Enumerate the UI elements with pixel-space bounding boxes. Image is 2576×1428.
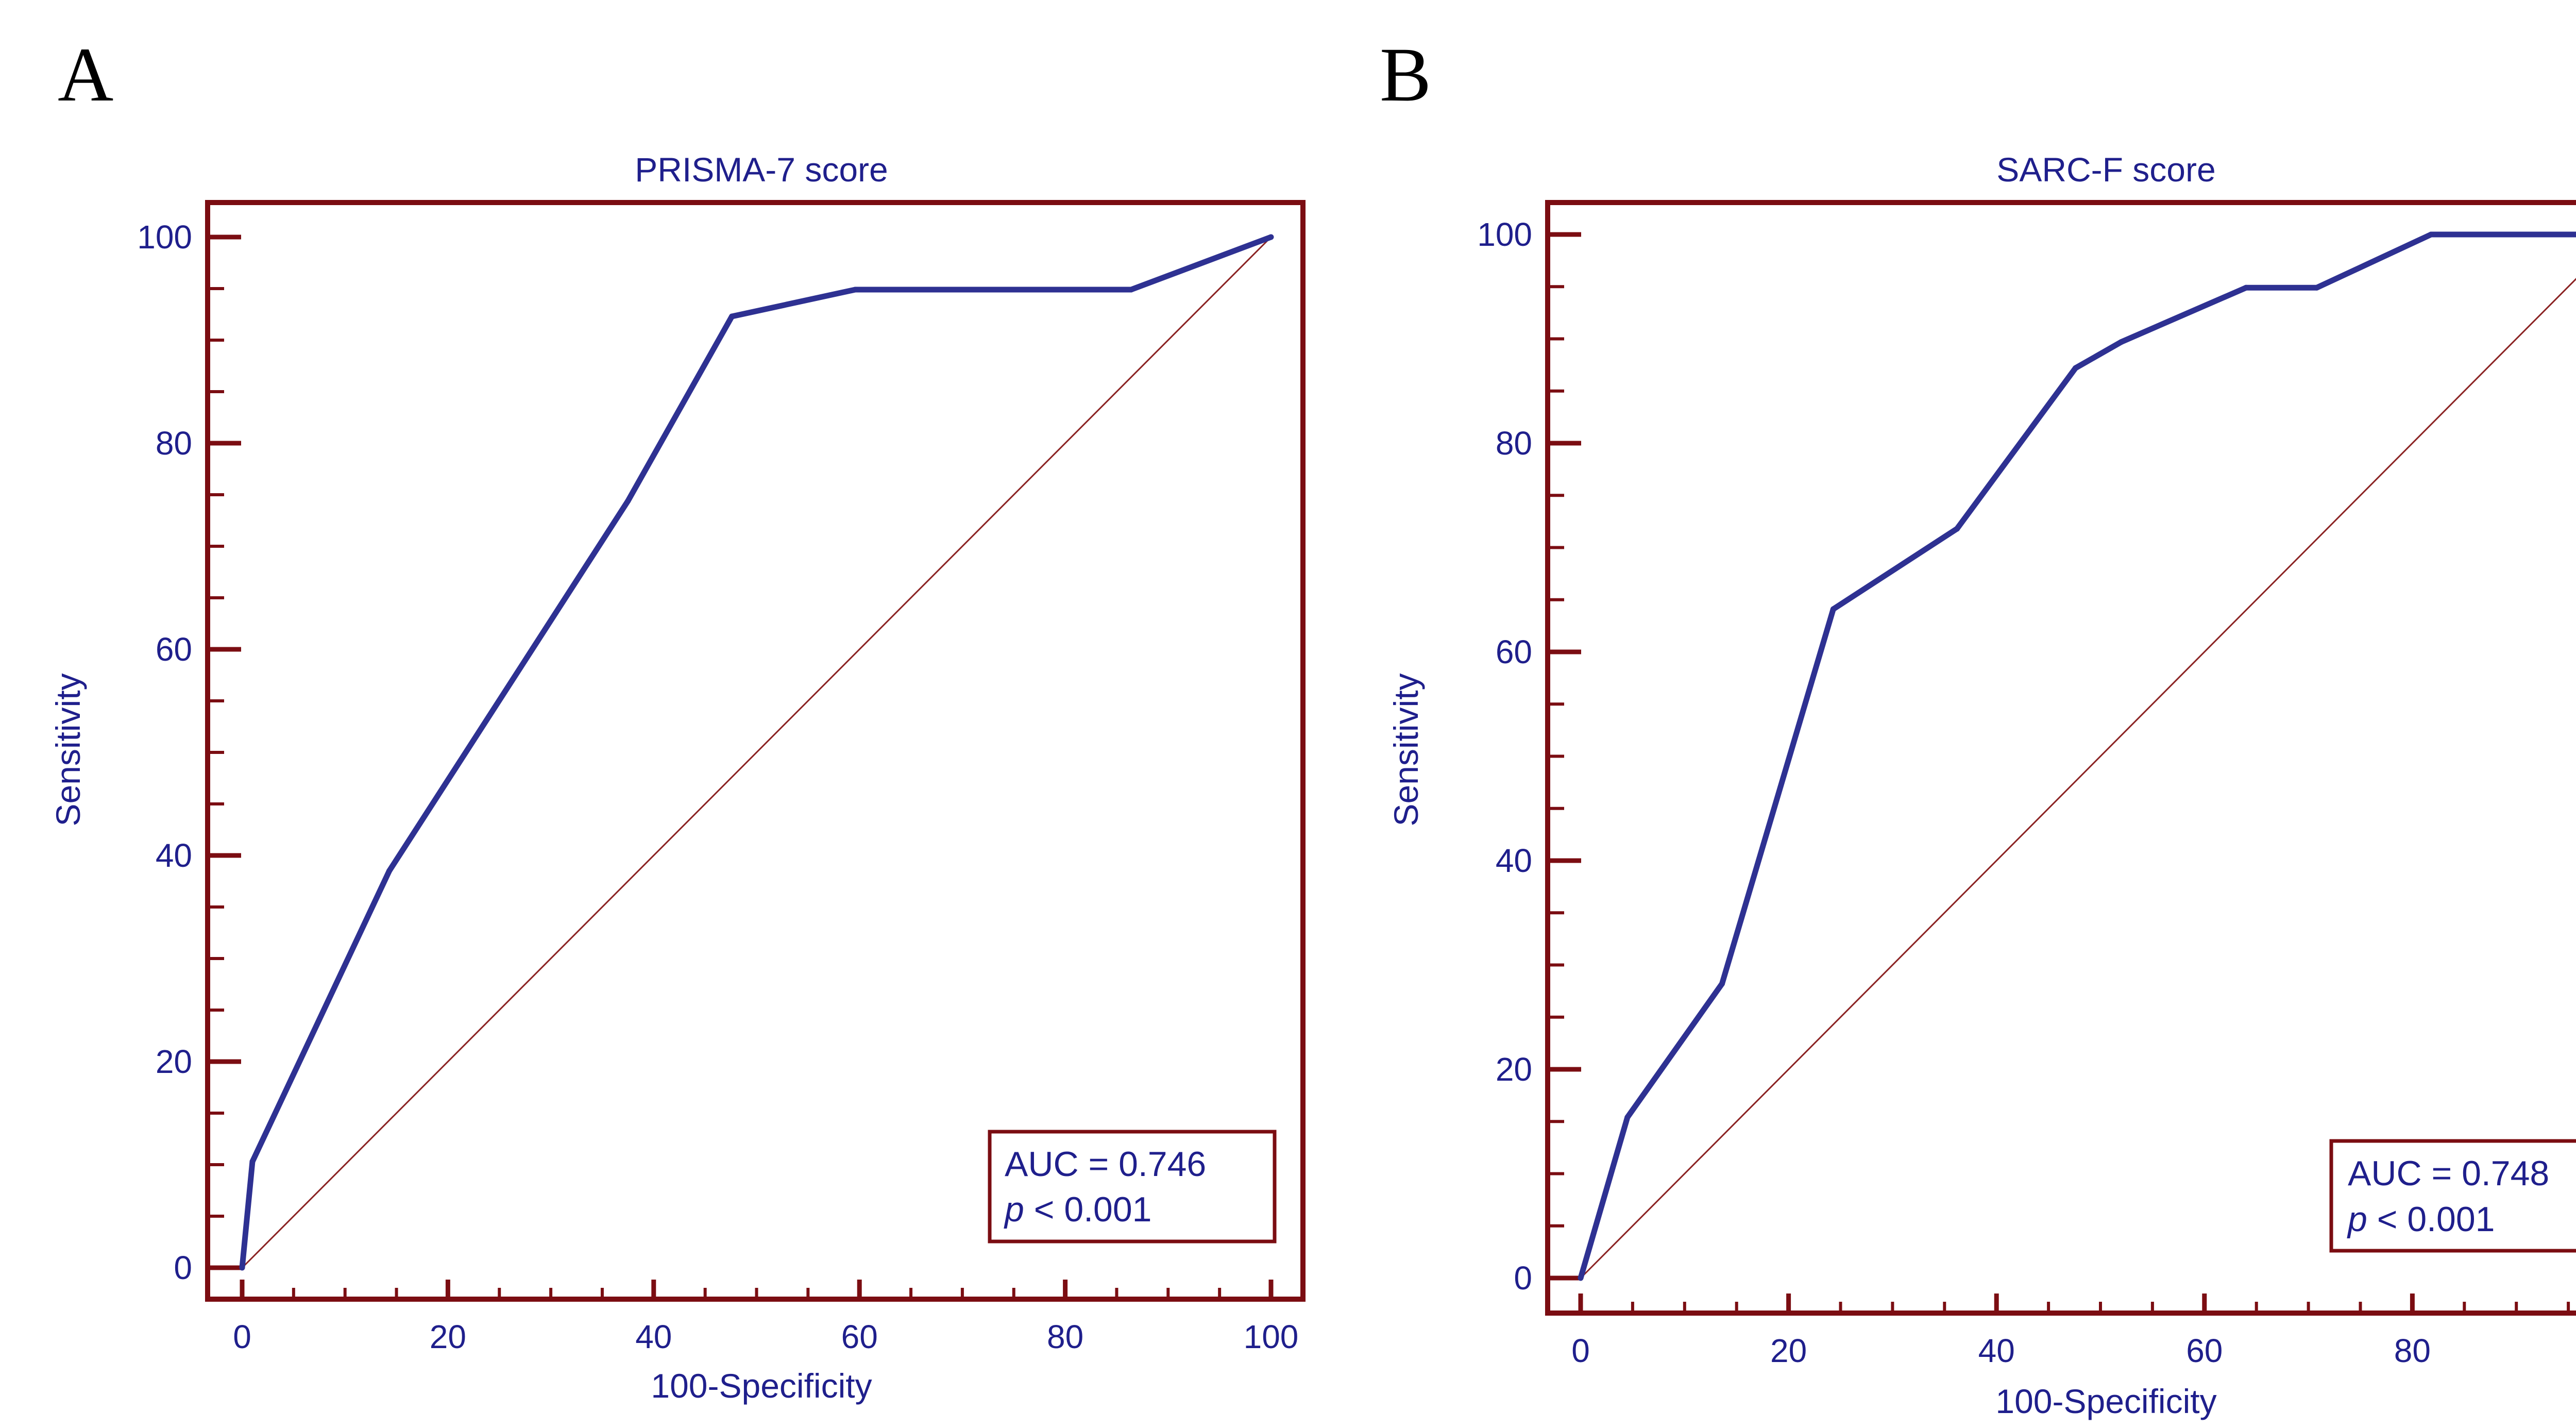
p-value-text-a: p < 0.001 bbox=[1004, 1190, 1152, 1229]
x-tick-label-a-80: 80 bbox=[1047, 1318, 1083, 1355]
x-tick-label-a-60: 60 bbox=[841, 1318, 878, 1355]
x-axis-label-a: 100-Specificity bbox=[651, 1367, 872, 1405]
roc-point-b-0 bbox=[1578, 1275, 1584, 1281]
roc-points-a bbox=[239, 234, 1274, 1271]
roc-curve-a bbox=[239, 234, 1272, 1268]
y-tick-label-b-40: 40 bbox=[1496, 842, 1532, 879]
roc-point-a-5 bbox=[852, 287, 858, 293]
roc-point-b-3 bbox=[1830, 606, 1836, 612]
roc-point-b-8 bbox=[2314, 284, 2320, 291]
tick-labels-a: 0 20 40 60 80 100 0 20 40 60 80 100 bbox=[137, 219, 1298, 1355]
x-tick-label-a-20: 20 bbox=[430, 1318, 466, 1355]
panel-b: B SARC-F score 020406080100020406080100 … bbox=[1380, 32, 2576, 1420]
reference-diagonal-b bbox=[1580, 278, 2576, 1279]
roc-point-a-3 bbox=[625, 498, 631, 504]
roc-point-a-4 bbox=[729, 313, 735, 320]
annotation-box-b bbox=[2329, 1139, 2576, 1253]
roc-point-b-9 bbox=[2428, 231, 2434, 238]
chart-title-b: SARC-F score bbox=[1996, 150, 2215, 189]
y-tick-label-b-20: 20 bbox=[1496, 1051, 1532, 1088]
roc-point-a-6 bbox=[1128, 287, 1134, 293]
reference-diagonal-a bbox=[241, 236, 1272, 1269]
p-value-text-b: p < 0.001 bbox=[2347, 1200, 2495, 1239]
roc-curve-b bbox=[1578, 231, 2576, 1279]
auc-annotation-a: AUC = 0.746 p < 0.001 bbox=[988, 1130, 1277, 1244]
auc-annotation-b: AUC = 0.748 p < 0.001 bbox=[2329, 1139, 2576, 1253]
panel-a: A PRISMA-7 score 0 20 40 60 80 100 0 20 40 60 80 10… bbox=[49, 32, 1306, 1405]
roc-point-a-2 bbox=[386, 868, 393, 874]
roc-point-b-7 bbox=[2243, 284, 2249, 291]
x-tick-label-b-80: 80 bbox=[2394, 1332, 2431, 1369]
x-tick-label-b-0: 0 bbox=[1571, 1332, 1590, 1369]
auc-text-a: AUC = 0.746 bbox=[1005, 1145, 1206, 1184]
x-tick-label-b-20: 20 bbox=[1770, 1332, 1807, 1369]
x-tick-label-a-0: 0 bbox=[233, 1318, 251, 1355]
y-tick-label-b-100: 100 bbox=[1477, 216, 1532, 253]
roc-point-b-2 bbox=[1719, 981, 1725, 987]
y-tick-label-a-80: 80 bbox=[156, 425, 192, 462]
roc-points-b bbox=[1578, 231, 2434, 1281]
y-tick-label-b-0: 0 bbox=[1514, 1259, 1532, 1297]
x-tick-label-b-40: 40 bbox=[1978, 1332, 2015, 1369]
chart-title-a: PRISMA-7 score bbox=[635, 150, 888, 189]
axis-ticks-a bbox=[208, 234, 1274, 1299]
roc-point-b-5 bbox=[2073, 365, 2079, 371]
y-tick-label-a-100: 100 bbox=[137, 219, 192, 256]
panel-label-a: A bbox=[58, 32, 113, 117]
y-axis-label-b: Sensitivity bbox=[1387, 673, 1425, 826]
roc-point-a-1 bbox=[249, 1158, 256, 1165]
roc-point-b-4 bbox=[1954, 526, 1960, 532]
roc-point-a-7 bbox=[1268, 234, 1274, 240]
panel-label-b: B bbox=[1380, 32, 1431, 117]
annotation-box-a bbox=[988, 1130, 1277, 1244]
y-tick-label-a-0: 0 bbox=[174, 1249, 192, 1286]
y-tick-label-a-60: 60 bbox=[156, 631, 192, 668]
x-tick-label-a-40: 40 bbox=[635, 1318, 672, 1355]
roc-point-b-1 bbox=[1624, 1114, 1631, 1120]
roc-point-b-6 bbox=[2118, 339, 2124, 345]
auc-text-b: AUC = 0.748 bbox=[2348, 1154, 2549, 1193]
y-tick-label-b-80: 80 bbox=[1496, 425, 1532, 462]
y-tick-label-a-40: 40 bbox=[156, 837, 192, 874]
y-axis-label-a: Sensitivity bbox=[49, 673, 87, 826]
x-axis-label-b: 100-Specificity bbox=[1995, 1382, 2216, 1420]
x-tick-label-a-100: 100 bbox=[1244, 1318, 1299, 1355]
x-tick-label-b-60: 60 bbox=[2186, 1332, 2223, 1369]
y-tick-label-b-60: 60 bbox=[1496, 633, 1532, 670]
y-tick-label-a-20: 20 bbox=[156, 1043, 192, 1080]
axis-ticks-b bbox=[1548, 232, 2570, 1313]
roc-point-a-0 bbox=[239, 1265, 245, 1271]
